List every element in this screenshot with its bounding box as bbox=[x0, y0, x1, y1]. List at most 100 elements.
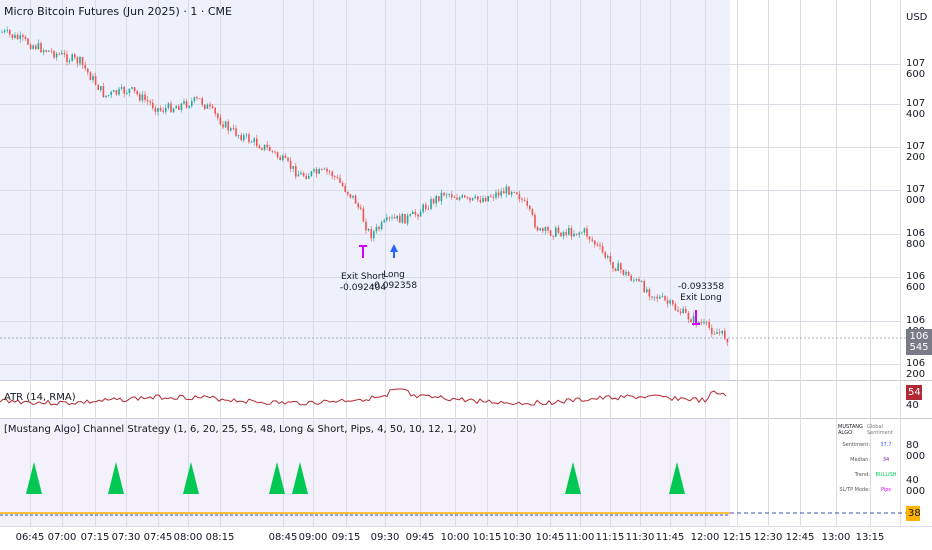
candle-body bbox=[58, 53, 60, 55]
candle-body bbox=[664, 296, 666, 301]
grid-vline bbox=[346, 0, 347, 526]
time-axis-label: 09:15 bbox=[331, 532, 361, 543]
candle-body bbox=[240, 135, 242, 141]
strategy-value-badge: 38 bbox=[906, 506, 921, 521]
currency-label: USD bbox=[906, 12, 928, 23]
long-arrow bbox=[390, 244, 398, 258]
candle-body bbox=[245, 134, 248, 136]
strategy-pane[interactable] bbox=[0, 418, 730, 526]
candle-body bbox=[159, 108, 162, 111]
candle-body bbox=[375, 226, 378, 232]
candle-body bbox=[258, 145, 261, 149]
candle-body bbox=[581, 232, 583, 234]
candle-body bbox=[516, 192, 518, 195]
candle-body bbox=[401, 213, 404, 223]
candle-body bbox=[282, 155, 284, 161]
candle-body bbox=[217, 113, 219, 118]
time-axis-label: 08:00 bbox=[173, 532, 203, 543]
candle-body bbox=[575, 233, 578, 235]
candle-body bbox=[393, 217, 396, 219]
candle-body bbox=[63, 52, 66, 55]
time-axis-label: 12:15 bbox=[722, 532, 752, 543]
buy-signal-triangle bbox=[108, 462, 124, 494]
candle-body bbox=[399, 215, 401, 223]
symbol-title[interactable]: Micro Bitcoin Futures (Jun 2025) · 1 · C… bbox=[4, 5, 232, 18]
algo-table-subtitle: Global Sentiment bbox=[866, 424, 893, 436]
candle-body bbox=[328, 171, 331, 173]
candle-body bbox=[607, 256, 609, 258]
candle-body bbox=[555, 227, 557, 237]
candle-body bbox=[726, 339, 729, 343]
time-axis-label: 11:00 bbox=[565, 532, 595, 543]
candle-body bbox=[102, 86, 105, 98]
time-axis-label: 06:45 bbox=[15, 532, 45, 543]
strategy-scale-label-2: 40 000 bbox=[906, 475, 926, 497]
candle-body bbox=[289, 160, 292, 169]
algo-row-sentiment: Sentiment: 37.7 bbox=[842, 441, 892, 448]
candle-body bbox=[422, 204, 424, 212]
candle-body bbox=[692, 315, 695, 323]
buy-signal-triangle bbox=[565, 462, 581, 494]
candle-body bbox=[617, 263, 619, 271]
candle-body bbox=[128, 88, 131, 93]
time-axis-label: 10:30 bbox=[502, 532, 532, 543]
candle-body bbox=[659, 296, 661, 299]
grid-vline bbox=[158, 0, 159, 526]
candle-body bbox=[315, 169, 318, 174]
candle-body bbox=[661, 296, 664, 297]
candle-body bbox=[118, 88, 120, 95]
candle-body bbox=[687, 312, 690, 320]
grid-vline bbox=[126, 0, 127, 526]
candle-body bbox=[591, 239, 593, 241]
atr-pane[interactable] bbox=[0, 380, 730, 418]
atr-indicator-title[interactable]: ATR (14, RMA) bbox=[4, 392, 76, 403]
candle-body bbox=[76, 57, 79, 64]
candle-body bbox=[87, 68, 89, 73]
candle-body bbox=[479, 199, 482, 203]
grid-vline bbox=[870, 0, 871, 526]
candle-body bbox=[162, 110, 164, 112]
candle-body bbox=[388, 217, 391, 219]
time-axis-label: 13:15 bbox=[855, 532, 885, 543]
candle-body bbox=[404, 213, 406, 224]
candle-body bbox=[518, 194, 521, 200]
candle-body bbox=[386, 217, 388, 221]
candle-body bbox=[175, 106, 177, 109]
trade-label-long: Long -0.092358 bbox=[370, 270, 418, 291]
time-axis-label: 08:45 bbox=[268, 532, 298, 543]
grid-vline bbox=[550, 0, 551, 526]
candle-body bbox=[682, 308, 684, 314]
candle-body bbox=[302, 172, 305, 176]
grid-hline bbox=[0, 190, 900, 191]
time-axis-label: 07:45 bbox=[143, 532, 173, 543]
strategy-indicator-title[interactable]: [Mustang Algo] Channel Strategy (1, 6, 2… bbox=[4, 424, 477, 435]
candle-body bbox=[505, 186, 508, 194]
candle-body bbox=[412, 211, 414, 215]
algo-row-trend: Trend: BULLISH bbox=[854, 471, 897, 478]
candle-body bbox=[136, 91, 138, 95]
algo-row-sltp-mode: SL/TP Mode: Pips bbox=[839, 486, 892, 493]
candle-body bbox=[633, 280, 635, 282]
mustang-algo-table: MUSTANG ALGO Global Sentiment Sentiment:… bbox=[838, 423, 898, 497]
price-scale-label: 106 800 bbox=[906, 228, 926, 250]
time-axis-label: 12:00 bbox=[690, 532, 720, 543]
candle-body bbox=[380, 222, 383, 230]
candle-body bbox=[435, 196, 437, 204]
candle-body bbox=[53, 51, 55, 58]
candle-body bbox=[300, 172, 302, 175]
candle-body bbox=[110, 91, 112, 96]
candle-body bbox=[250, 141, 253, 143]
candle-body bbox=[570, 227, 573, 237]
candle-body bbox=[406, 215, 409, 224]
price-scale-label: 107 600 bbox=[906, 58, 926, 80]
candle-body bbox=[513, 191, 515, 193]
candle-body bbox=[508, 186, 510, 195]
grid-vline bbox=[800, 0, 801, 526]
candle-body bbox=[557, 227, 560, 233]
time-axis-label: 09:45 bbox=[405, 532, 435, 543]
candle-body bbox=[378, 226, 380, 230]
grid-hline bbox=[0, 64, 900, 65]
candle-body bbox=[248, 134, 250, 142]
